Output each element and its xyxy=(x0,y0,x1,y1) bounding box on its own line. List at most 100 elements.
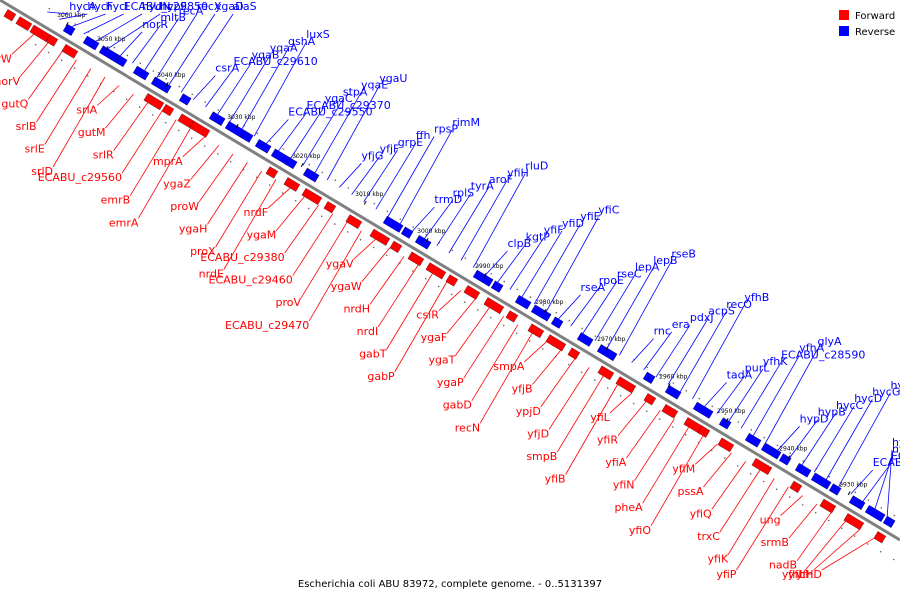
gene-leader-line xyxy=(545,217,599,312)
gene-leader-line xyxy=(821,537,875,571)
forward-gene-block xyxy=(15,16,33,31)
forward-gene-block xyxy=(567,347,581,360)
gene-label: ygaC xyxy=(325,92,353,105)
gene-label: ECABU_c29850 xyxy=(124,0,208,13)
gene-leader-line xyxy=(47,11,70,15)
track-dot xyxy=(619,394,622,397)
reverse-gene-block xyxy=(82,35,100,51)
reverse-gene-block xyxy=(132,65,150,81)
kbp-tick-mark xyxy=(425,238,429,242)
track-dot xyxy=(489,316,492,319)
forward-gene-block xyxy=(369,228,391,246)
gene-label: yfiB xyxy=(545,473,566,486)
gene-leader-line xyxy=(113,102,149,151)
kbp-tick-label: 2990 kbp xyxy=(475,263,503,270)
gene-leader-line xyxy=(308,230,362,322)
gene-label: hycI xyxy=(106,0,129,13)
gene-leader-line xyxy=(752,355,800,436)
gene-label: ygaF xyxy=(421,331,448,344)
gene-leader-line xyxy=(448,186,490,254)
track-dot xyxy=(203,145,206,147)
track-dot xyxy=(555,312,558,314)
track-dot xyxy=(307,207,310,210)
gene-leader-line xyxy=(353,239,376,260)
gene-leader-line xyxy=(728,368,764,422)
track-dot xyxy=(515,332,518,335)
forward-gene-block xyxy=(301,187,323,205)
forward-gene-block xyxy=(597,365,615,381)
gene-leader-line xyxy=(497,244,526,283)
gene-leader-line xyxy=(838,392,891,487)
gene-leader-line xyxy=(874,456,893,509)
track-dot xyxy=(646,366,649,369)
gene-leader-line xyxy=(44,68,92,145)
track-dot xyxy=(658,418,661,420)
gene-leader-line xyxy=(594,274,636,341)
forward-gene-block xyxy=(189,120,211,138)
gene-label: hycF xyxy=(87,0,113,13)
gene-label: ECABU_c29560 xyxy=(38,171,122,184)
track-dot xyxy=(190,137,193,140)
genome-axis xyxy=(0,0,900,542)
kbp-tick-mark xyxy=(847,491,851,496)
track-dot xyxy=(541,348,544,350)
track-dot xyxy=(801,504,804,506)
forward-gene-block xyxy=(717,437,735,453)
gene-label: gutM xyxy=(78,126,106,139)
gene-leader-line xyxy=(446,298,476,334)
track-dot xyxy=(841,483,844,486)
forward-gene-block xyxy=(463,285,481,300)
gene-label: luxS xyxy=(306,28,330,41)
track-dot xyxy=(229,160,232,163)
gene-label: tyrA xyxy=(471,180,494,193)
reverse-gene-block xyxy=(62,23,76,36)
gene-leader-line xyxy=(229,55,271,122)
track-dot xyxy=(840,527,843,530)
forward-gene-block xyxy=(843,513,865,531)
track-dot xyxy=(542,304,545,306)
forward-gene-block xyxy=(505,310,519,323)
forward-gene-block xyxy=(697,425,711,438)
track-dot xyxy=(308,163,311,166)
track-dot xyxy=(424,277,427,280)
track-dot xyxy=(386,210,389,213)
gene-label: proV xyxy=(275,296,301,309)
reverse-gene-block xyxy=(114,54,128,68)
track-dot xyxy=(802,460,805,462)
gene-leader-line xyxy=(156,13,198,78)
forward-gene-block xyxy=(527,323,545,339)
track-dot xyxy=(216,153,219,155)
gene-leader-line xyxy=(460,180,508,261)
gene-label: mprA xyxy=(153,155,183,168)
gene-label: gshA xyxy=(288,35,316,48)
gene-leader-line xyxy=(533,224,581,305)
gene-leader-line xyxy=(278,112,307,152)
gene-leader-line xyxy=(292,213,334,276)
track-dot xyxy=(125,98,128,101)
track-dot xyxy=(880,507,883,509)
forward-gene-block xyxy=(661,403,679,419)
gene-leader-line xyxy=(193,75,216,100)
gene-label: hycD xyxy=(854,392,882,405)
gene-label: hycG xyxy=(872,386,900,399)
gene-label: srlD xyxy=(31,165,53,178)
gene-leader-line xyxy=(412,206,435,232)
gene-leader-line xyxy=(813,405,855,473)
gene-label: ygaV xyxy=(326,257,354,270)
gene-leader-line xyxy=(83,13,124,35)
gene-leader-line xyxy=(190,145,220,180)
gene-leader-line xyxy=(375,142,417,210)
gene-label: ECABU_c29380 xyxy=(200,251,284,264)
track-dot xyxy=(333,223,336,225)
forward-gene-block xyxy=(425,262,447,280)
gene-leader-line xyxy=(424,200,453,239)
gene-leader-line xyxy=(850,469,873,495)
gene-leader-line xyxy=(655,324,691,378)
track-dot xyxy=(477,265,480,267)
track-dot xyxy=(269,140,272,142)
track-dot xyxy=(698,397,701,400)
gene-label: pssA xyxy=(678,485,704,498)
gene-leader-line xyxy=(205,68,234,108)
gene-leader-line xyxy=(11,34,35,55)
gene-label: gabT xyxy=(359,348,387,361)
